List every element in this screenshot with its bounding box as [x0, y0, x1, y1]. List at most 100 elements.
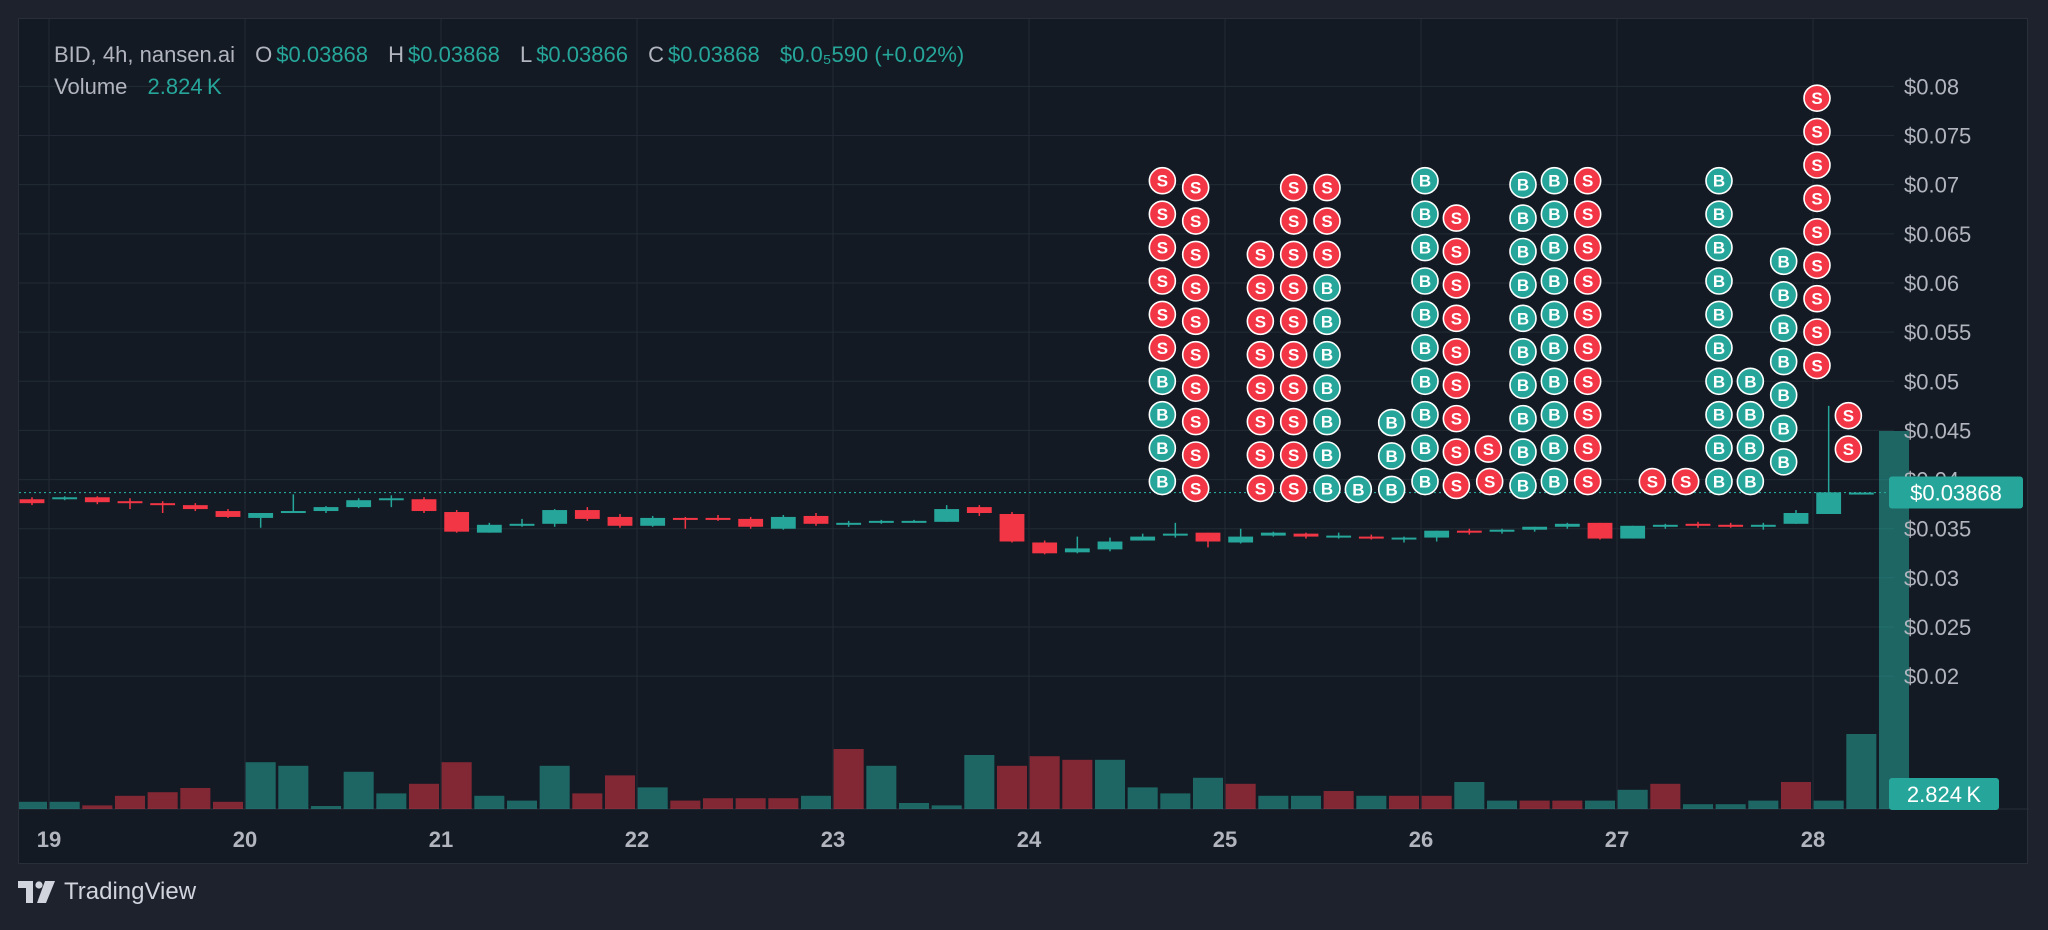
trade-marker-label: B	[1713, 305, 1725, 324]
y-tick-label: $0.075	[1904, 124, 1971, 149]
trade-marker-sell-icon	[1279, 441, 1308, 469]
trade-marker-label: S	[1288, 413, 1299, 432]
trade-marker-buy-icon	[1705, 166, 1733, 195]
y-tick-label: $0.07	[1904, 173, 1959, 198]
trade-marker-label: B	[1517, 443, 1529, 462]
candle-body	[1587, 522, 1613, 539]
trade-marker-buy-icon	[1313, 274, 1341, 302]
trade-marker-buy-icon	[1411, 434, 1439, 462]
volume-bar	[1486, 800, 1518, 809]
trade-marker-buy-icon	[1313, 374, 1341, 402]
trade-marker-label: B	[1517, 209, 1529, 228]
trade-marker-label: S	[1321, 212, 1332, 231]
trade-marker-sell-icon	[1803, 151, 1831, 179]
candle-body	[607, 516, 633, 526]
x-tick-label: 23	[821, 827, 845, 852]
trade-marker-label: B	[1419, 339, 1431, 358]
volume-bar	[376, 793, 407, 809]
volume-bar	[1454, 782, 1485, 809]
candle-body	[999, 513, 1025, 542]
trade-marker-label: B	[1419, 239, 1431, 258]
trade-marker-label: S	[1255, 346, 1266, 365]
trade-marker-label: S	[1255, 312, 1266, 331]
trade-marker-label: S	[1582, 439, 1593, 458]
trade-marker-sell-icon	[1803, 117, 1831, 146]
candle-body	[966, 507, 992, 513]
candle-body	[411, 499, 437, 512]
trade-marker-label: S	[1451, 376, 1462, 395]
trade-marker-sell-icon	[1573, 334, 1602, 362]
trade-marker-sell-icon	[1279, 340, 1308, 369]
trade-marker-label: S	[1321, 245, 1332, 264]
trade-marker-label: B	[1548, 372, 1560, 391]
candle-body	[117, 501, 143, 504]
trade-marker-label: S	[1190, 379, 1201, 398]
trade-marker-sell-icon	[1442, 371, 1471, 400]
trade-marker-buy-icon	[1540, 200, 1569, 228]
trade-marker-sell-icon	[1279, 474, 1308, 503]
trade-marker-sell-icon	[1279, 407, 1308, 436]
tradingview-brand[interactable]: TradingView	[18, 878, 196, 906]
y-tick-label: $0.05	[1904, 369, 1959, 394]
trade-marker-buy-icon	[1705, 200, 1733, 228]
trade-marker-sell-icon	[1573, 267, 1602, 295]
candle-body	[346, 500, 372, 508]
y-tick-label: $0.065	[1904, 222, 1971, 247]
candle-body	[84, 497, 110, 503]
trade-marker-label: B	[1713, 372, 1725, 391]
trade-marker-sell-icon	[1442, 304, 1471, 333]
volume-bar	[670, 800, 701, 809]
volume-bar	[1617, 789, 1648, 809]
volume-bar	[343, 771, 374, 809]
trade-marker-buy-icon	[1736, 467, 1765, 496]
trade-marker-label: S	[1288, 279, 1299, 298]
volume-tag	[1889, 778, 1999, 810]
trade-marker-label: B	[1778, 319, 1790, 338]
volume-bar	[49, 801, 80, 809]
trade-marker-label: S	[1288, 446, 1299, 465]
volume-bar	[866, 765, 897, 809]
trade-marker-buy-icon	[1540, 467, 1569, 496]
y-tick-label: $0.06	[1904, 271, 1959, 296]
trade-marker-sell-icon	[1181, 340, 1210, 369]
trade-marker-label: S	[1582, 473, 1593, 492]
trade-marker-label: B	[1156, 406, 1168, 425]
trade-marker-sell-icon	[1638, 467, 1667, 496]
trade-marker-buy-icon	[1736, 367, 1765, 396]
candle-body	[1685, 523, 1711, 526]
volume-bar	[1062, 759, 1093, 809]
trade-marker-buy-icon	[1313, 340, 1341, 369]
trade-marker-label: S	[1255, 245, 1266, 264]
trade-marker-label: B	[1386, 447, 1398, 466]
trade-marker-sell-icon	[1442, 471, 1471, 500]
volume-bar	[996, 765, 1028, 809]
trade-marker-buy-icon	[1769, 414, 1798, 443]
trade-marker-sell-icon	[1181, 274, 1210, 302]
trade-marker-label: B	[1419, 372, 1431, 391]
trade-marker-label: S	[1190, 245, 1201, 264]
y-tick-label: $0.035	[1904, 517, 1971, 542]
trade-marker-buy-icon	[1540, 300, 1569, 329]
trade-marker-label: S	[1451, 410, 1462, 429]
candle-body	[1620, 525, 1646, 539]
trade-marker-label: S	[1190, 279, 1201, 298]
candle-body	[640, 517, 666, 526]
trade-marker-buy-icon	[1769, 314, 1798, 342]
trade-marker-label: B	[1517, 276, 1529, 295]
x-tick-label: 24	[1017, 827, 1042, 852]
trade-marker-sell-icon	[1573, 434, 1602, 462]
trade-marker-label: S	[1843, 407, 1854, 426]
trade-marker-buy-icon	[1377, 442, 1406, 470]
volume-bar	[964, 755, 995, 809]
price-chart[interactable]: BBBBSSSSSSSSSSSSSSSSSSSSSSSSSSSSSSSSSSBB…	[19, 19, 2029, 865]
trade-marker-sell-icon	[1803, 218, 1831, 246]
trade-marker-label: B	[1517, 243, 1529, 262]
trade-marker-sell-icon	[1181, 474, 1210, 503]
trade-marker-sell-icon	[1279, 274, 1308, 302]
last-price-tag-label: $0.03868	[1910, 481, 2002, 506]
candle-body	[1456, 530, 1482, 533]
trade-marker-label: S	[1255, 379, 1266, 398]
candle-body	[444, 512, 470, 532]
volume-bar	[800, 795, 832, 809]
